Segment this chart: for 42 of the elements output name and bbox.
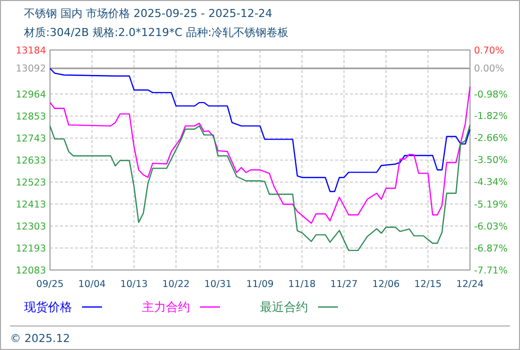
y-tick-label: 12303: [16, 221, 46, 232]
y2-tick-label: -4.34%: [474, 177, 508, 188]
line-series: [49, 124, 471, 252]
x-tick-label: 11/09: [246, 279, 274, 290]
x-tick-label: 10/13: [120, 279, 148, 290]
y-tick-label: 12413: [16, 199, 46, 210]
y2-tick-label: -0.98%: [474, 89, 508, 100]
x-tick-label: 10/31: [204, 279, 232, 290]
y2-tick-label: -6.03%: [474, 221, 508, 232]
x-tick-label: 10/04: [78, 279, 106, 290]
y2-tick-label: -3.50%: [474, 155, 508, 166]
y2-tick-label: -2.66%: [474, 133, 508, 144]
y2-tick-label: -5.19%: [474, 199, 508, 210]
text: © 2025.12: [10, 332, 70, 345]
y2-tick-label: -7.71%: [474, 265, 508, 276]
legend-label: 最近合约: [260, 300, 308, 314]
line-series: [49, 86, 471, 224]
x-tick-label: 12/06: [372, 279, 400, 290]
y2-tick-label: -6.87%: [474, 243, 508, 254]
legend-label: 现货价格: [24, 300, 72, 314]
y-tick-label: 12853: [16, 111, 46, 122]
y-tick-label: 13184: [16, 45, 46, 56]
y2-tick-label: 0.00%: [474, 64, 504, 75]
y2-tick-label: -1.82%: [474, 111, 508, 122]
y-tick-label: 12523: [16, 177, 46, 188]
y-tick-label: 12964: [16, 89, 46, 100]
y-tick-label: 13092: [16, 64, 46, 75]
y2-tick-label: 0.70%: [474, 45, 504, 56]
x-tick-label: 09/25: [36, 279, 64, 290]
chart-title: 不锈钢 国内 市场价格 2025-09-25 - 2025-12-24: [24, 7, 272, 20]
y-tick-label: 12193: [16, 243, 46, 254]
x-tick-label: 11/18: [288, 279, 316, 290]
y-tick-label: 12633: [16, 155, 46, 166]
y-tick-label: 12743: [16, 133, 46, 144]
y-tick-label: 12083: [16, 265, 46, 276]
x-tick-label: 12/15: [414, 279, 442, 290]
x-tick-label: 12/24: [456, 279, 484, 290]
chart-subtitle: 材质:304/2B 规格:2.0*1219*C 品种:冷轧不锈钢卷板: [23, 26, 289, 39]
x-tick-label: 11/27: [330, 279, 358, 290]
line-series: [49, 68, 471, 192]
legend-label: 主力合约: [142, 300, 190, 314]
x-tick-label: 10/22: [162, 279, 190, 290]
